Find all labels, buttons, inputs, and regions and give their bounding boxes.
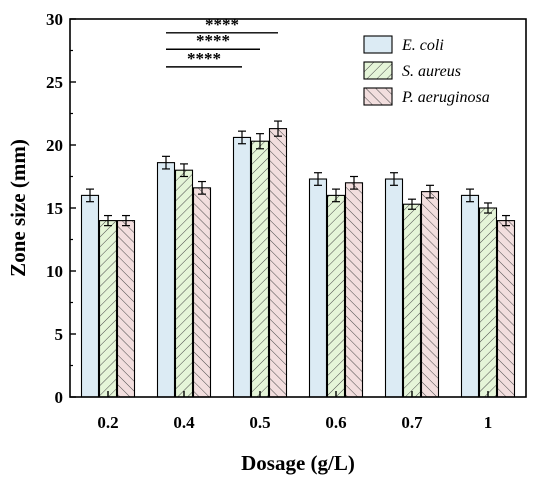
error-bar bbox=[466, 188, 474, 203]
error-bar bbox=[314, 172, 322, 186]
bar bbox=[250, 140, 270, 398]
error-bar bbox=[104, 214, 112, 227]
error-bar bbox=[86, 188, 94, 203]
bar bbox=[420, 191, 440, 398]
x-tick-label: 0.4 bbox=[173, 413, 195, 432]
bar bbox=[496, 220, 516, 398]
error-bar bbox=[426, 184, 434, 199]
error-bar bbox=[350, 175, 358, 190]
bar bbox=[268, 128, 288, 398]
y-axis-title: Zone size (mm) bbox=[6, 139, 30, 277]
significance-layer: ************ bbox=[166, 15, 278, 68]
legend-label: E. coli bbox=[401, 37, 444, 54]
legend: E. coli S. aureus P. aeruginosa bbox=[363, 35, 490, 106]
x-axis-title: Dosage (g/L) bbox=[241, 451, 355, 475]
bar bbox=[402, 203, 422, 398]
y-tick-label: 10 bbox=[46, 262, 63, 281]
x-tick-label: 1 bbox=[484, 413, 493, 432]
y-tick-label: 20 bbox=[46, 136, 63, 155]
y-tick-label: 15 bbox=[46, 199, 63, 218]
x-tick-label: 0.6 bbox=[325, 413, 346, 432]
x-tick-label: 0.2 bbox=[97, 413, 118, 432]
bar bbox=[156, 162, 176, 398]
legend-item: E. coli bbox=[363, 35, 444, 54]
bar bbox=[344, 182, 364, 398]
bar bbox=[116, 220, 136, 398]
y-tick-label: 30 bbox=[46, 10, 63, 29]
error-bar bbox=[408, 198, 416, 210]
error-bar bbox=[332, 188, 340, 203]
significance-label: **** bbox=[187, 49, 221, 68]
bar bbox=[308, 178, 328, 398]
error-bar bbox=[256, 133, 264, 150]
bar bbox=[174, 169, 194, 398]
x-tick-label: 0.7 bbox=[401, 413, 423, 432]
y-tick-label: 0 bbox=[55, 388, 64, 407]
error-bar bbox=[162, 155, 170, 170]
bar bbox=[326, 194, 346, 398]
bar bbox=[232, 136, 252, 398]
y-tick-label: 5 bbox=[55, 325, 64, 344]
x-tick-label: 0.5 bbox=[249, 413, 270, 432]
bar bbox=[80, 194, 100, 398]
error-bar bbox=[198, 180, 206, 195]
error-bar bbox=[390, 172, 398, 186]
legend-label: P. aeruginosa bbox=[401, 89, 490, 106]
bar bbox=[192, 187, 212, 398]
bar bbox=[460, 194, 480, 398]
error-bars-layer bbox=[86, 120, 510, 227]
bars-layer bbox=[80, 128, 516, 398]
legend-item: P. aeruginosa bbox=[363, 87, 490, 106]
error-bar bbox=[502, 214, 510, 227]
error-bar bbox=[274, 120, 282, 137]
legend-label: S. aureus bbox=[402, 63, 461, 80]
axes-layer: 0 5 10 15 20 25 30 0.2 0.4 0.5 0.6 0.7 1 bbox=[46, 10, 527, 432]
error-bar bbox=[238, 130, 246, 145]
error-bar bbox=[180, 163, 188, 178]
legend-item: S. aureus bbox=[363, 61, 461, 80]
error-bar bbox=[484, 202, 492, 214]
y-tick-label: 25 bbox=[46, 73, 63, 92]
bar bbox=[384, 178, 404, 398]
significance-label: **** bbox=[196, 31, 230, 50]
bar bbox=[98, 220, 118, 398]
error-bar bbox=[122, 214, 130, 227]
bar bbox=[478, 207, 498, 398]
